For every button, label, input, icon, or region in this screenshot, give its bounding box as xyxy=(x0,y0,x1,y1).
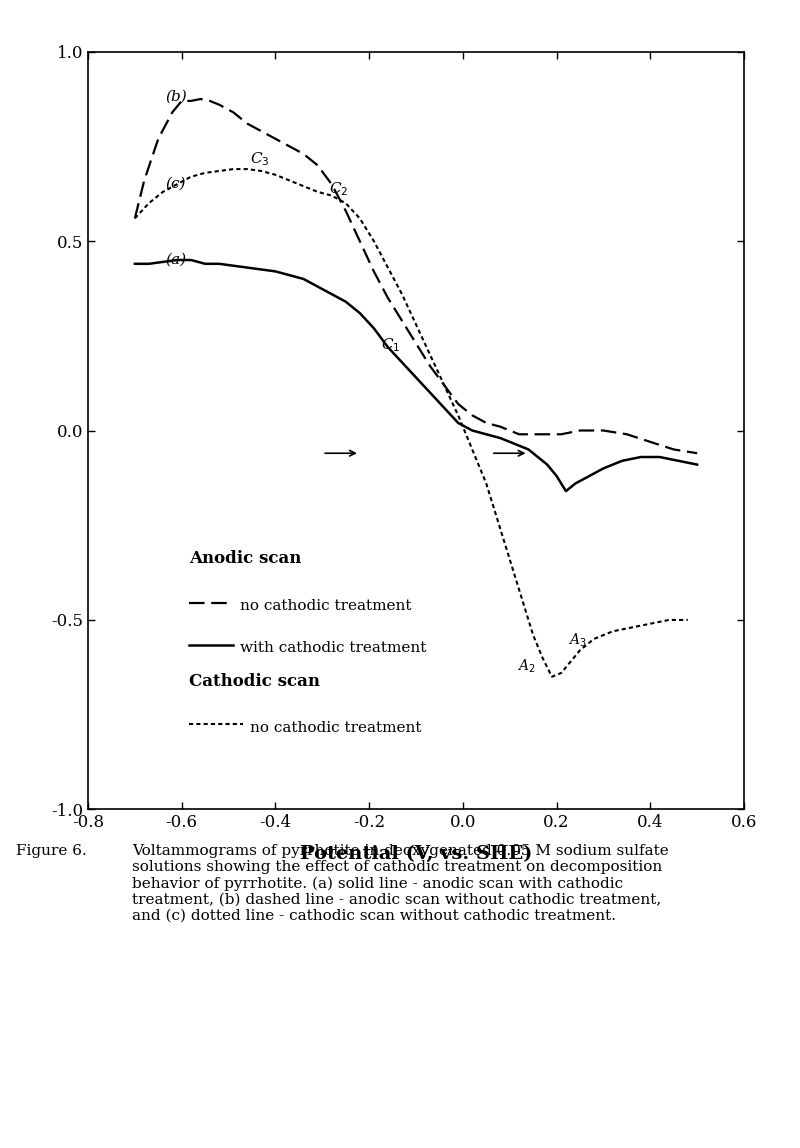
Text: (c): (c) xyxy=(166,177,186,191)
Text: A$_3$: A$_3$ xyxy=(568,631,587,649)
Text: C$_3$: C$_3$ xyxy=(250,150,270,168)
Text: Figure 6.: Figure 6. xyxy=(16,844,86,858)
Text: A$_2$: A$_2$ xyxy=(517,658,535,675)
Text: (a): (a) xyxy=(166,253,186,266)
Text: Voltammograms of pyrrhotite in deoxygenated 0.05 M sodium sulfate
solutions show: Voltammograms of pyrrhotite in deoxygena… xyxy=(132,844,669,923)
Text: no cathodic treatment: no cathodic treatment xyxy=(240,599,412,613)
X-axis label: Potential (V, vs. SHE): Potential (V, vs. SHE) xyxy=(300,845,532,863)
Text: Anodic scan: Anodic scan xyxy=(189,550,301,567)
Text: with cathodic treatment: with cathodic treatment xyxy=(240,641,426,656)
Text: Cathodic scan: Cathodic scan xyxy=(189,673,320,690)
Text: C$_1$: C$_1$ xyxy=(381,336,401,354)
Text: C$_2$: C$_2$ xyxy=(330,180,349,199)
Text: (b): (b) xyxy=(166,90,187,104)
Text: no cathodic treatment: no cathodic treatment xyxy=(250,721,421,735)
